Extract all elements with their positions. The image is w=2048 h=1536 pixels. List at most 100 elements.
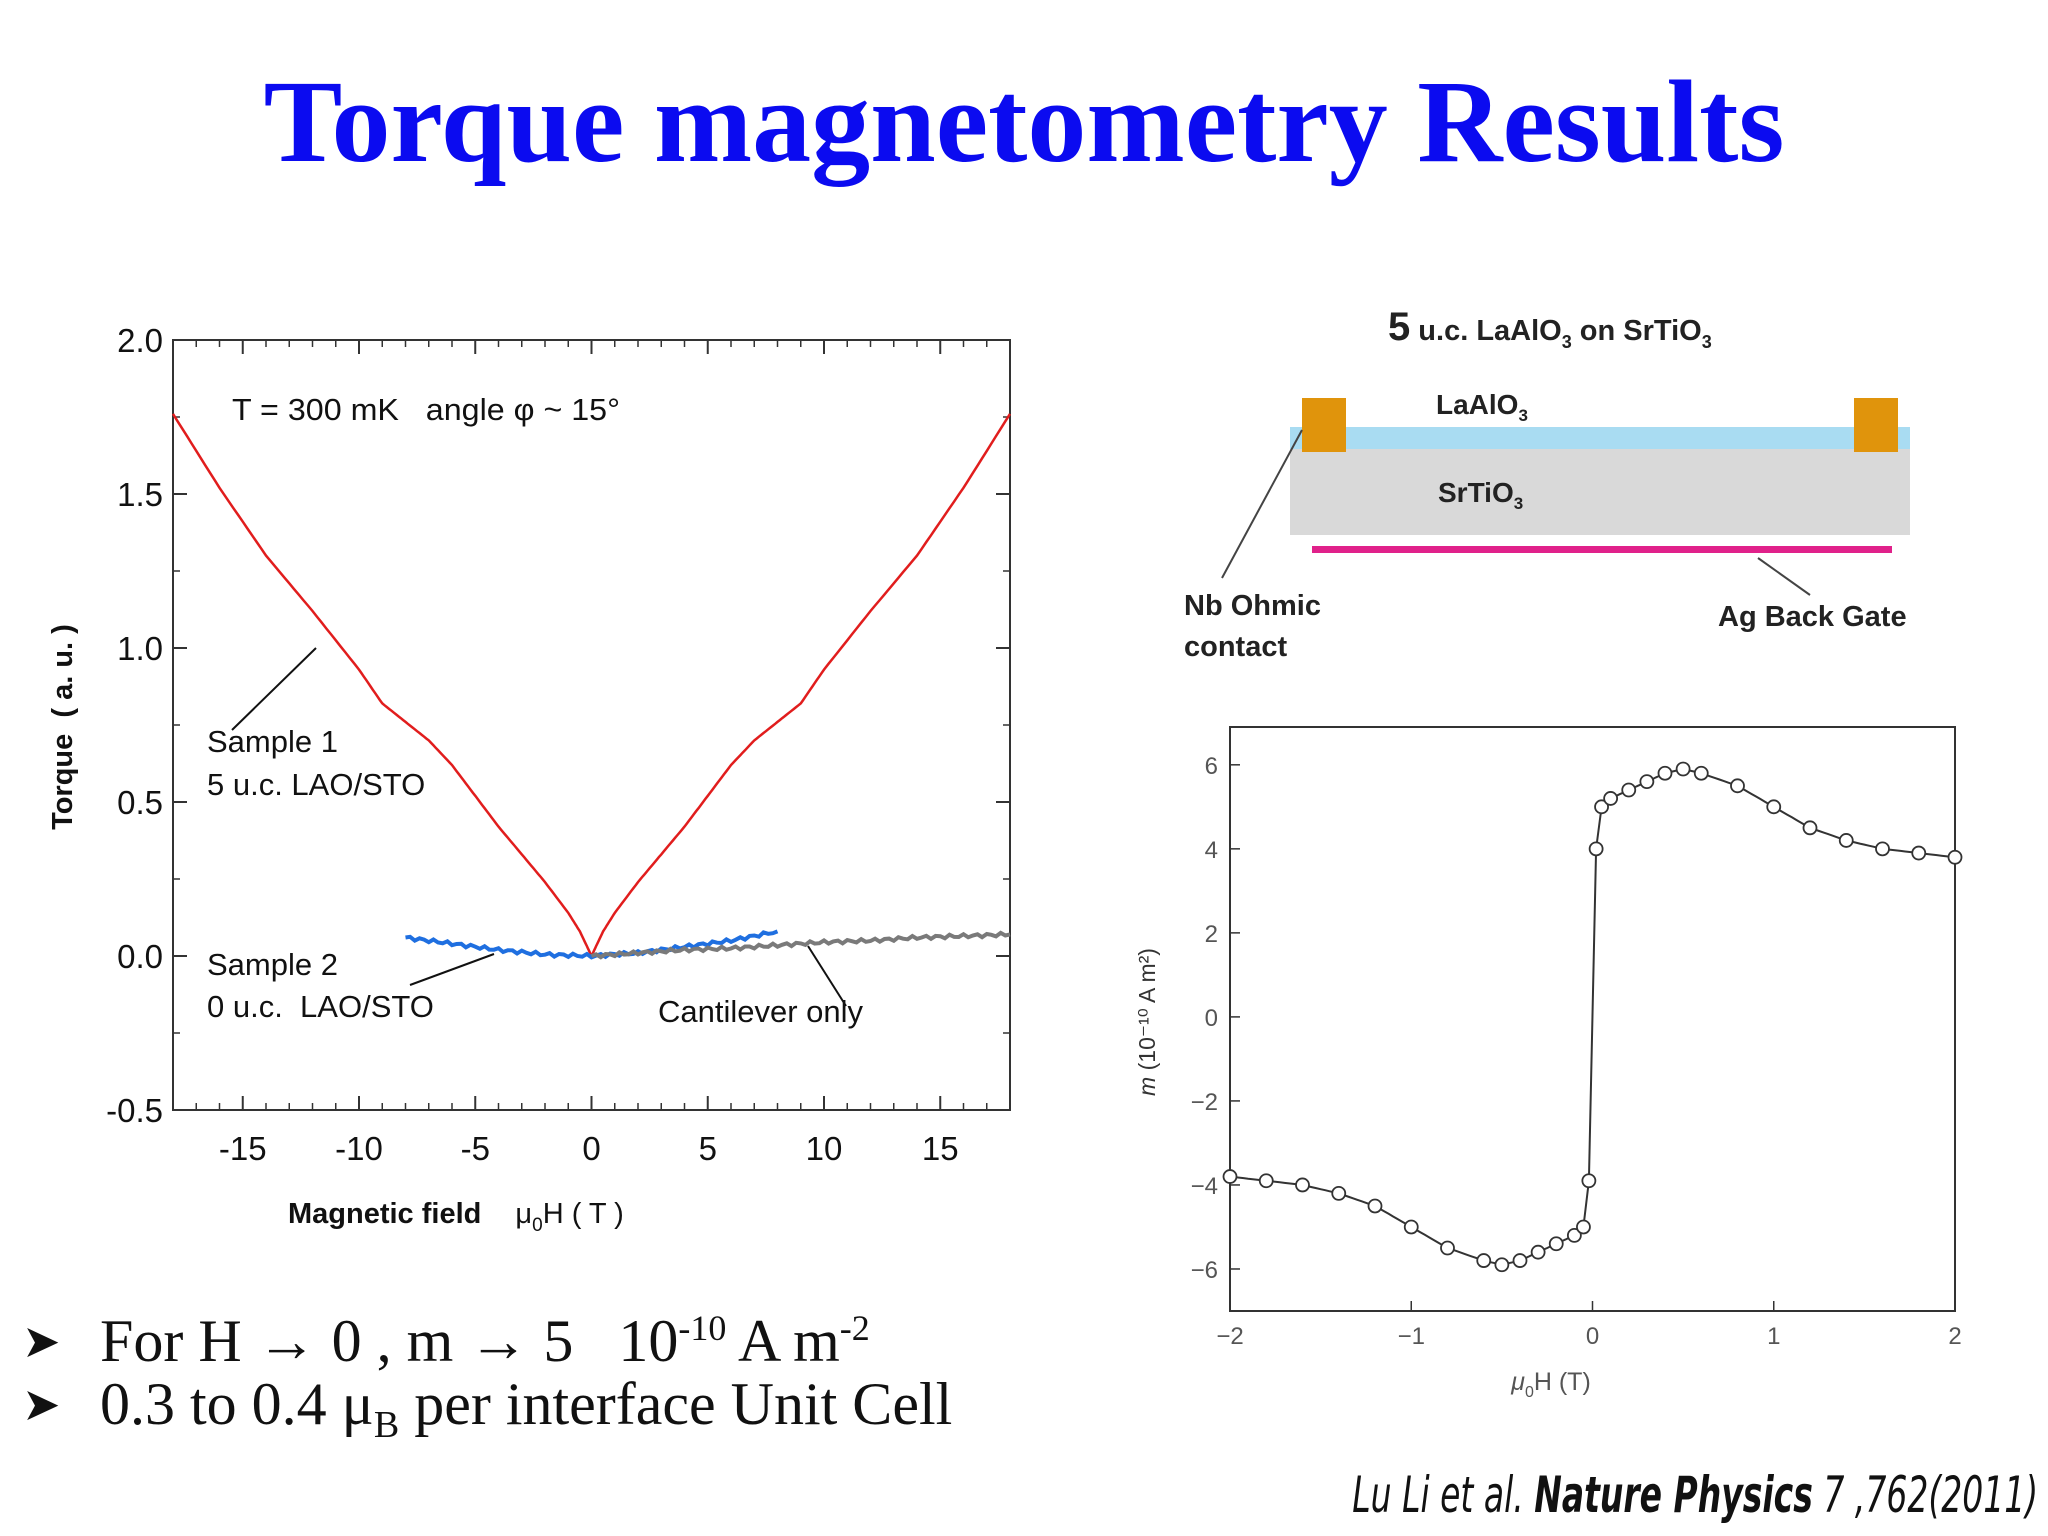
gate-label: Ag Back Gate <box>1718 601 1907 633</box>
moment-point <box>1911 845 1927 861</box>
moment-point <box>1494 1257 1510 1273</box>
x-tick-label: 2 <box>1948 1323 1961 1350</box>
torque-xlabel-text: Magnetic field <box>288 1198 481 1230</box>
y-tick-label: 6 <box>1205 753 1218 780</box>
x-tick-label: 10 <box>806 1130 843 1167</box>
moment-point <box>1766 799 1782 815</box>
moment-xlabel: μ0H (T) <box>1510 1368 1591 1401</box>
sample2-curve <box>405 929 779 960</box>
moment-point <box>1566 1227 1582 1243</box>
y-tick-label: 0.5 <box>117 784 163 821</box>
y-tick-label: 0.0 <box>117 938 163 975</box>
srtio3-label-sub: 3 <box>1514 494 1523 513</box>
moment-point <box>1331 1185 1347 1201</box>
moment-point <box>1675 761 1691 777</box>
torque-xlabel: Magnetic field μ0H ( T ) <box>288 1198 624 1236</box>
gate-pointer <box>1757 557 1811 596</box>
contact-label-line1: Nb Ohmic <box>1184 590 1321 622</box>
moment-point <box>1838 833 1854 848</box>
moment-point <box>1548 1236 1564 1252</box>
moment-point <box>1875 841 1890 857</box>
bullet-list: ➤ For H → 0 , m → 5 10-10 A m-2 ➤ 0.3 to 0… <box>22 1290 1122 1446</box>
laalo3-label-sub: 3 <box>1518 406 1527 425</box>
moment-point <box>1657 765 1673 781</box>
moment-point <box>1476 1253 1492 1268</box>
torque-xlabel-sym: μ <box>515 1198 532 1230</box>
x-tick-label: 0 <box>582 1130 600 1167</box>
moment-point <box>1403 1219 1419 1235</box>
device-diagram: 5 u.c. LaAlO3 on SrTiO3 LaAlO3 SrTiO3 Nb… <box>1184 305 1910 663</box>
arrow-bullet-icon: ➤ <box>22 1314 61 1368</box>
x-tick-label: −2 <box>1216 1323 1243 1350</box>
y-tick-label: 1.5 <box>117 476 163 513</box>
bullet-2-prefix: 0.3 to 0.4 μ <box>100 1371 374 1437</box>
y-tick-label: 1.0 <box>117 630 163 667</box>
sample1-label-line1: Sample 1 <box>207 724 338 759</box>
arrow-bullet-icon: ➤ <box>22 1377 61 1431</box>
x-tick-label: 15 <box>922 1130 959 1167</box>
moment-point <box>1693 765 1709 781</box>
bullet-2-sub: B <box>373 1404 400 1446</box>
nb-contact-left <box>1302 398 1346 452</box>
y-tick-label: -0.5 <box>106 1092 163 1129</box>
y-tick-label: −4 <box>1191 1173 1218 1200</box>
moment-point <box>1222 1169 1238 1184</box>
moment-point <box>1512 1253 1528 1268</box>
bullet-2-mid: per interface Unit Cell <box>399 1371 953 1437</box>
torque-xlabel-unit: H ( T ) <box>543 1198 624 1230</box>
torque-ylabel: Torque ( a. u. ) <box>47 624 79 830</box>
bullet-1-sup: -10 <box>678 1308 727 1348</box>
moment-xlabel-sub: 0 <box>1525 1384 1534 1401</box>
x-tick-label: -10 <box>335 1130 383 1167</box>
citation: Lu Li et al. Nature Physics 7 ,762(2011) <box>1352 1466 2038 1524</box>
bullet-item-2: ➤ 0.3 to 0.4 μB per interface Unit Cell <box>22 1366 1122 1446</box>
citation-journal: Nature Physics <box>1534 1466 1813 1524</box>
moment-point <box>1576 1219 1591 1235</box>
moment-point <box>1802 820 1818 836</box>
x-tick-label: -15 <box>219 1130 267 1167</box>
ag-back-gate-layer <box>1312 546 1892 553</box>
bullet-1-prefix: For H → 0 , m → 5 10 <box>100 1308 679 1374</box>
laalo3-label: LaAlO3 <box>1436 389 1528 425</box>
cantilever-pointer <box>807 945 847 1007</box>
y-tick-label: 2.0 <box>117 322 163 359</box>
y-tick-label: −6 <box>1191 1257 1218 1284</box>
laalo3-layer <box>1290 427 1910 449</box>
y-tick-label: 2 <box>1205 921 1218 948</box>
diagram-title-sub2: 3 <box>1702 332 1712 352</box>
bullet-item-1: ➤ For H → 0 , m → 5 10-10 A m-2 <box>22 1290 1122 1374</box>
contact-pointer <box>1221 429 1303 579</box>
srtio3-label-text: SrTiO <box>1438 477 1514 508</box>
moment-point <box>1440 1240 1455 1256</box>
torque-xlabel-sub: 0 <box>532 1215 543 1236</box>
moment-ylabel-rest: (10⁻¹⁰ A m²) <box>1134 948 1160 1077</box>
srtio3-label: SrTiO3 <box>1438 477 1523 513</box>
sample2-pointer <box>409 953 495 986</box>
sample2-label-line2: 0 u.c. LAO/STO <box>207 989 434 1024</box>
moment-point <box>1258 1173 1274 1189</box>
cantilever-curve <box>590 930 1011 960</box>
diagram-title-num: 5 <box>1388 305 1410 349</box>
laalo3-label-text: LaAlO <box>1436 389 1518 420</box>
citation-ref: 7 ,762(2011) <box>1823 1466 2038 1524</box>
y-tick-label: 4 <box>1205 837 1218 864</box>
diagram-title-rest: u.c. LaAlO <box>1410 315 1561 347</box>
diagram-title: 5 u.c. LaAlO3 on SrTiO3 <box>1388 305 1712 352</box>
moment-point <box>1594 799 1609 815</box>
y-tick-label: 0 <box>1205 1005 1218 1032</box>
x-tick-label: 0 <box>1586 1323 1599 1350</box>
x-tick-label: 5 <box>699 1130 717 1167</box>
x-tick-label: −1 <box>1398 1323 1425 1350</box>
moment-point <box>1621 782 1637 798</box>
bullet-1-sup2: -2 <box>839 1308 870 1348</box>
diagram-title-sub: 3 <box>1562 332 1572 352</box>
diagram-title-on: on SrTiO <box>1572 315 1702 347</box>
sample1-pointer <box>231 647 317 731</box>
x-tick-label: -5 <box>461 1130 490 1167</box>
nb-contact-right <box>1854 398 1898 452</box>
moment-point <box>1947 849 1963 865</box>
cantilever-label: Cantilever only <box>658 994 864 1029</box>
moment-point <box>1639 774 1655 790</box>
bullet-1-mid: A m <box>726 1308 840 1374</box>
